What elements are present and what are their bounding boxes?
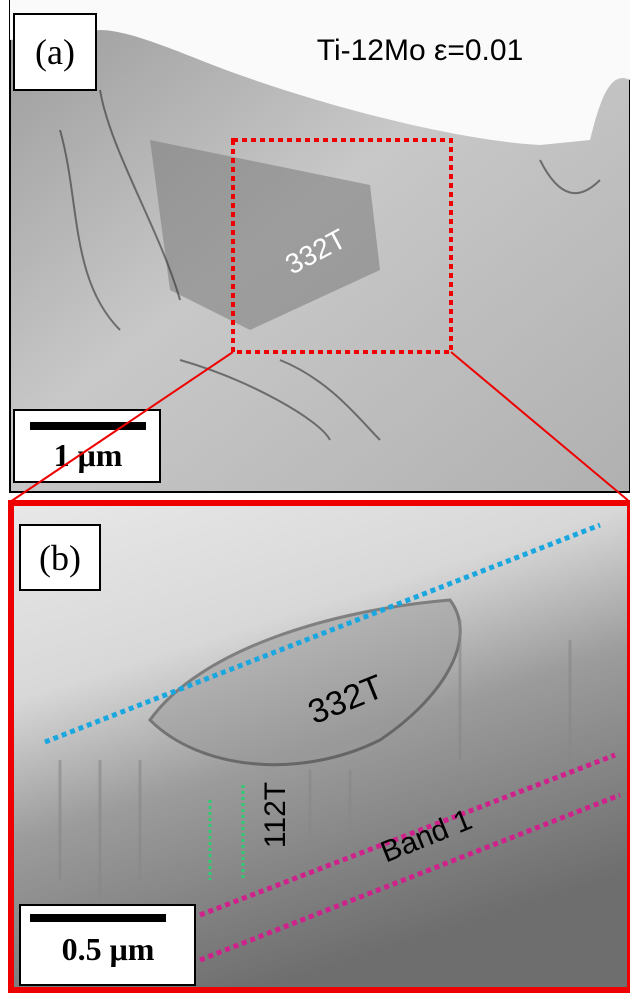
panel-label: (b): [39, 538, 81, 578]
figure: (a) Ti-12Mo ε=0.01 332T 1 μm (b) 332T 11…: [0, 0, 630, 993]
scale-label: 0.5 μm: [62, 931, 155, 967]
panel-a: (a) Ti-12Mo ε=0.01 332T 1 μm: [10, 0, 630, 492]
panel-b: (b) 332T 112T Band 1 0.5 μm: [11, 503, 630, 990]
panel-label: (a): [35, 32, 75, 72]
panel-title: Ti-12Mo ε=0.01: [317, 34, 524, 67]
annotation: 112T: [259, 782, 292, 848]
page: {"panels": [ {"label": "(a)", "title": "…: [0, 0, 630, 993]
scale-label: 1 μm: [54, 437, 123, 473]
scale-bar: [30, 914, 166, 922]
